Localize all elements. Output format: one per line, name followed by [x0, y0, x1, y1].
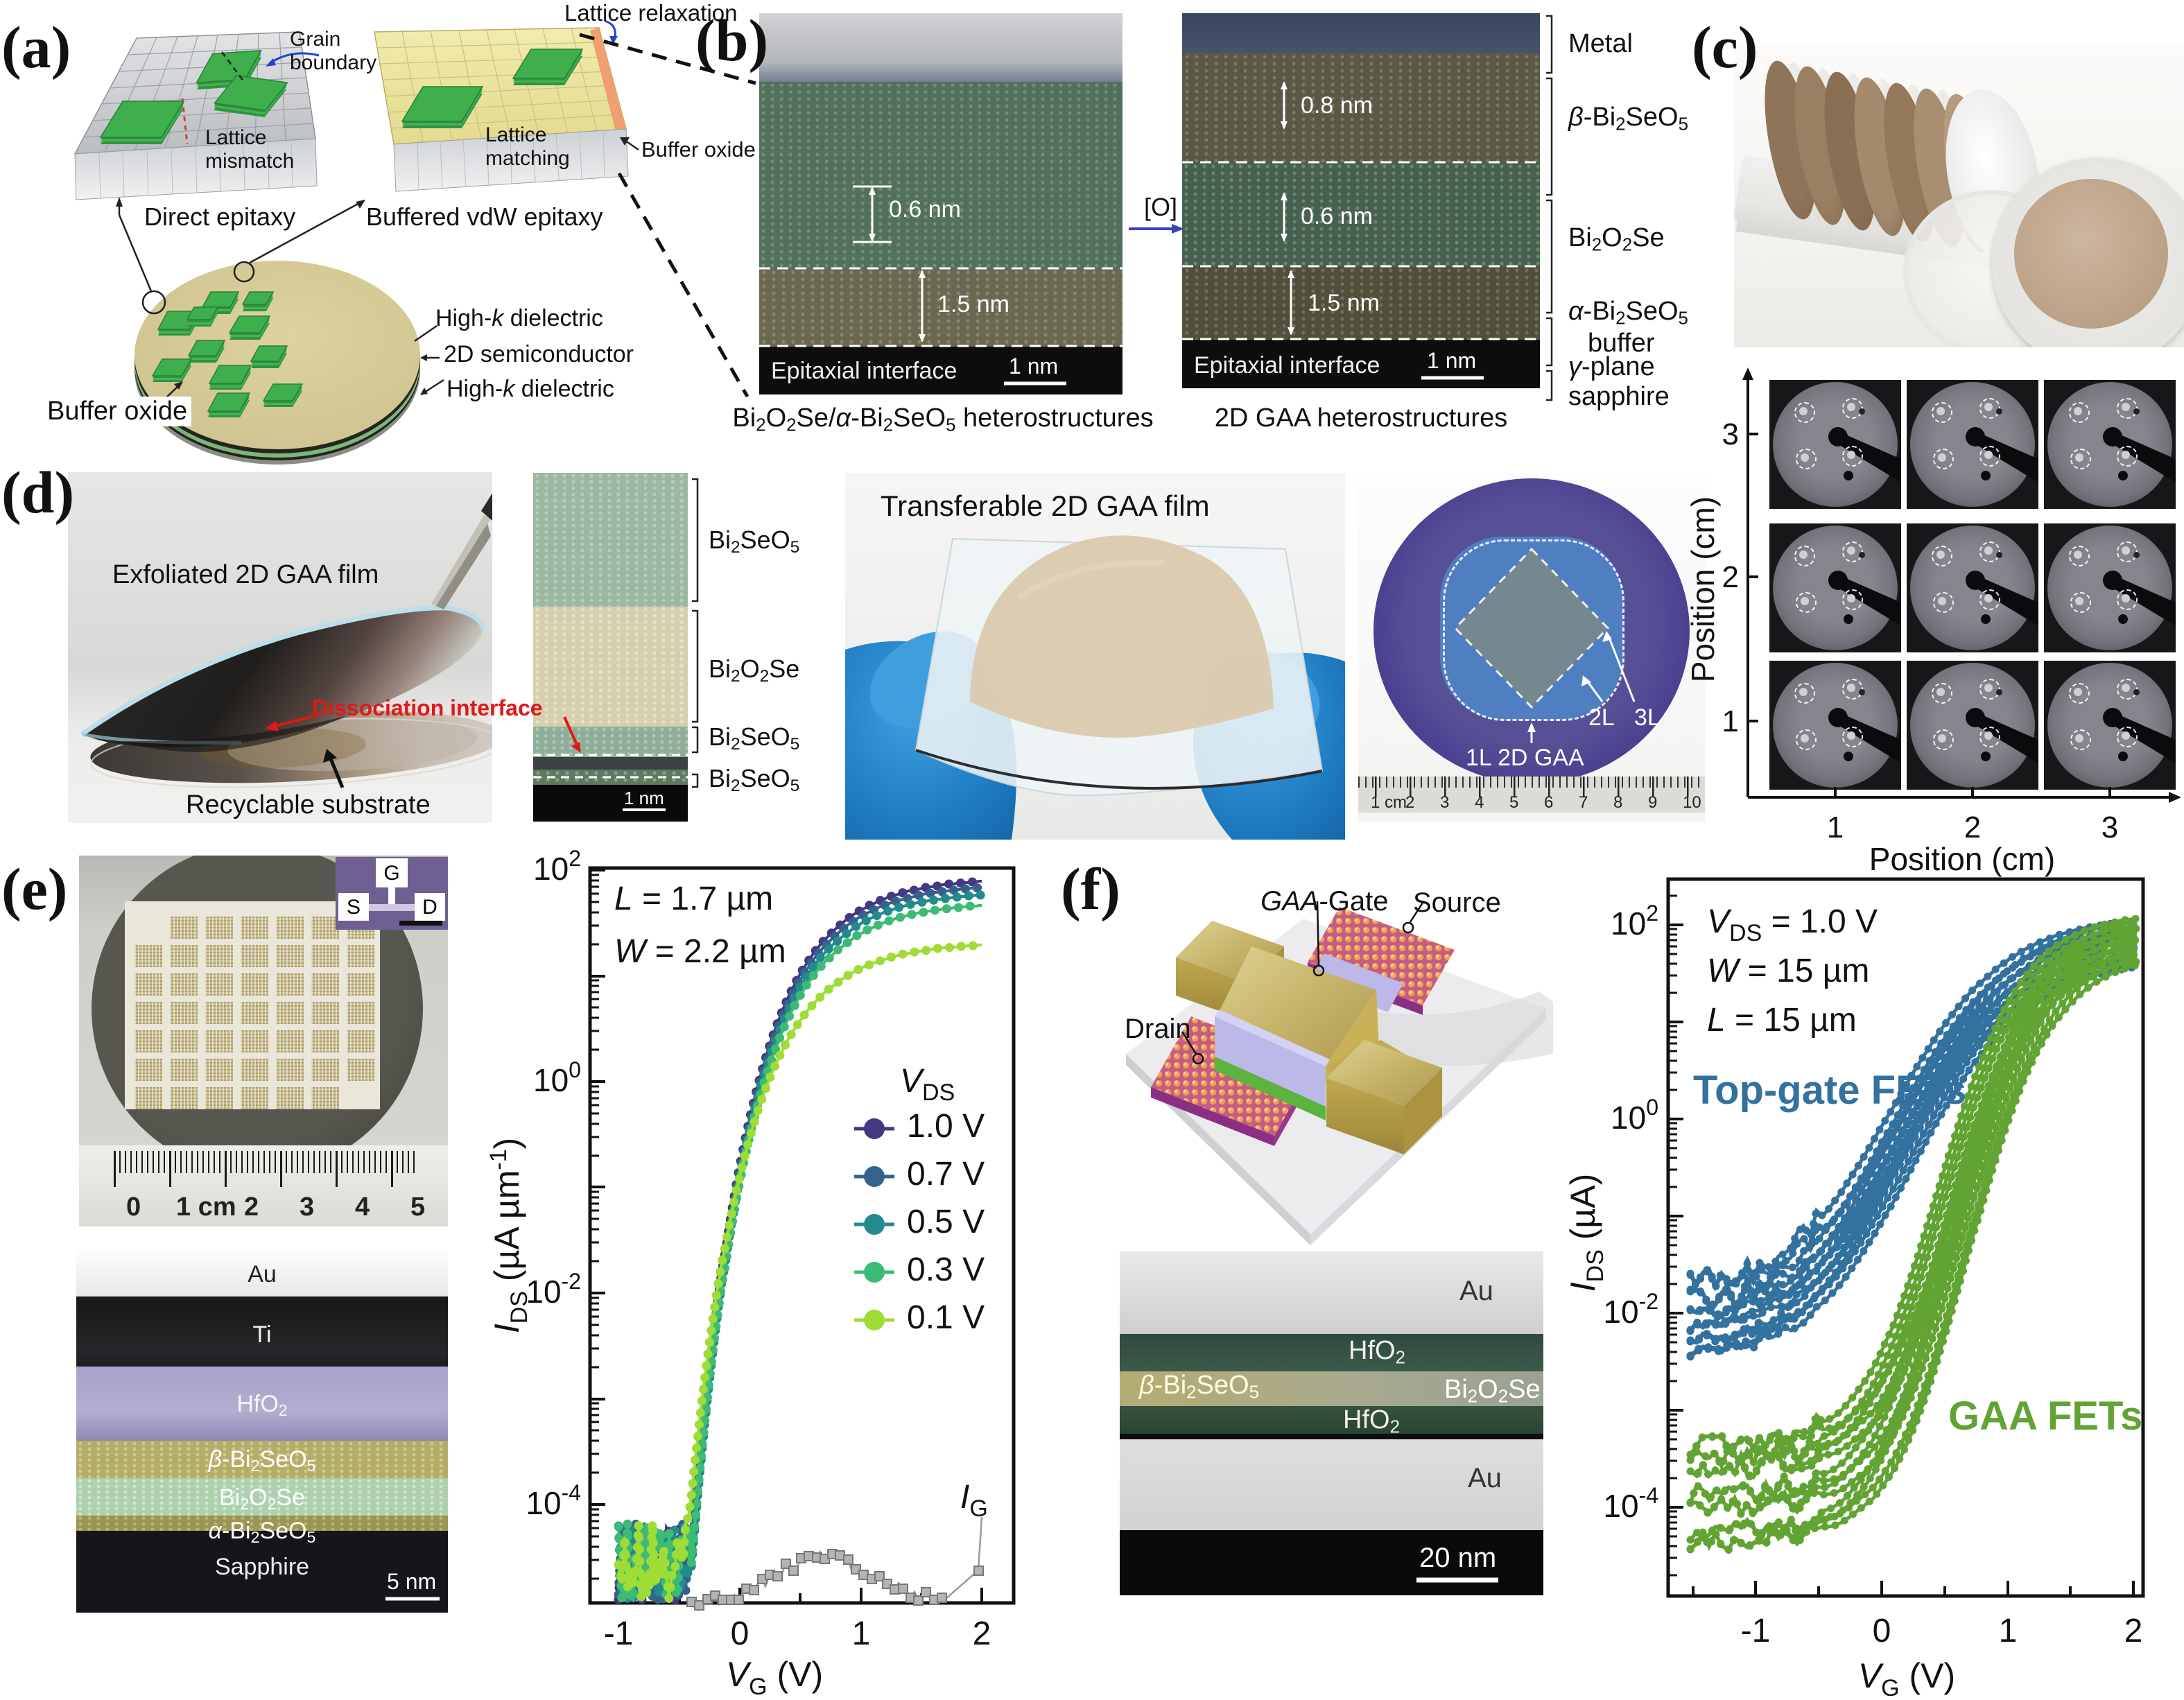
svg-text:100: 100	[533, 1057, 581, 1098]
svg-text:Position (cm): Position (cm)	[1685, 496, 1721, 682]
svg-text:GAA FETs: GAA FETs	[1948, 1394, 2142, 1439]
svg-text:VG (V): VG (V)	[726, 1655, 823, 1700]
svg-text:-1: -1	[604, 1615, 634, 1652]
svg-text:Position (cm): Position (cm)	[1869, 841, 2055, 877]
svg-text:100: 100	[1611, 1095, 1658, 1136]
svg-text:10-4: 10-4	[1603, 1483, 1658, 1524]
svg-text:L = 15 µm: L = 15 µm	[1707, 1002, 1857, 1039]
svg-text:0.5 V: 0.5 V	[907, 1204, 985, 1240]
svg-text:2: 2	[2124, 1613, 2143, 1649]
svg-text:102: 102	[1611, 901, 1658, 942]
svg-text:L = 1.7 µm: L = 1.7 µm	[614, 881, 773, 917]
svg-text:0.7 V: 0.7 V	[907, 1156, 985, 1192]
svg-text:2: 2	[1964, 810, 1981, 844]
svg-text:2: 2	[1722, 560, 1739, 594]
svg-text:0: 0	[731, 1615, 749, 1652]
svg-text:1.0 V: 1.0 V	[907, 1108, 985, 1145]
svg-text:Top-gate FETs: Top-gate FETs	[1693, 1068, 1966, 1113]
svg-text:VG (V): VG (V)	[1858, 1656, 1955, 1700]
svg-text:VDS = 1.0 V: VDS = 1.0 V	[1707, 903, 1878, 946]
svg-text:1: 1	[1999, 1613, 2018, 1649]
svg-text:VDS: VDS	[900, 1063, 955, 1106]
svg-text:1: 1	[852, 1615, 871, 1652]
svg-text:W = 2.2 µm: W = 2.2 µm	[614, 933, 786, 970]
svg-text:2: 2	[973, 1615, 991, 1652]
svg-text:W = 15 µm: W = 15 µm	[1707, 953, 1869, 989]
svg-text:10-2: 10-2	[1603, 1289, 1658, 1330]
svg-text:1: 1	[1827, 810, 1844, 844]
svg-text:0.1 V: 0.1 V	[907, 1299, 985, 1336]
svg-text:-1: -1	[1741, 1613, 1771, 1649]
svg-text:3: 3	[1722, 417, 1739, 451]
svg-text:IG: IG	[960, 1479, 988, 1522]
svg-text:IDS (µA µm-1): IDS (µA µm-1)	[485, 1138, 532, 1333]
svg-text:10-2: 10-2	[526, 1269, 581, 1310]
svg-text:IDS (µA): IDS (µA)	[1563, 1174, 1609, 1292]
svg-text:1: 1	[1722, 704, 1739, 738]
svg-text:0.3 V: 0.3 V	[907, 1251, 985, 1288]
svg-text:3: 3	[2101, 810, 2118, 844]
svg-text:0: 0	[1873, 1613, 1891, 1649]
